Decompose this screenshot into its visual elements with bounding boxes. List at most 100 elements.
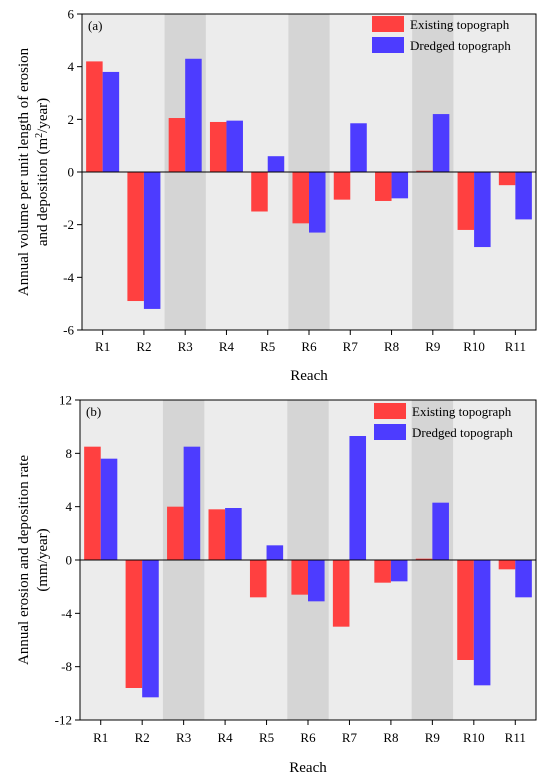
x-tick-label: R9 [425, 730, 440, 745]
y-axis-title-line: (mm/year) [35, 528, 51, 591]
x-tick-label: R7 [343, 339, 359, 354]
chart-panel-1: -6 -4 -2 0 2 4 6 R1 R2 R3 R4 R5 R6 R7 R8 R9 R10 R11 Reach A… [16, 7, 537, 384]
bar-dredged-R10 [474, 172, 491, 248]
bar-existing-R8 [375, 172, 392, 201]
bar-dredged-R8 [391, 172, 409, 199]
legend-label-existing: Existing topograph [410, 17, 510, 32]
bar-dredged-R2 [143, 172, 161, 309]
bar-existing-R10 [457, 172, 475, 230]
bar-existing-R7 [333, 172, 351, 200]
y-tick-label: 0 [68, 165, 75, 180]
y-axis-title: Annual erosion and deposition rate (mm/ye… [16, 455, 51, 665]
y-axis-title-line: Annual erosion and deposition rate [16, 455, 32, 665]
y-tick-label: -4 [61, 606, 72, 621]
x-axis-title: Reach [289, 760, 327, 776]
x-tick-label: R6 [300, 730, 316, 745]
bar-existing-R1 [84, 446, 101, 560]
bar-existing-R10 [457, 560, 474, 660]
y-tick-label: -4 [63, 270, 74, 285]
bar-dredged-R7 [349, 436, 367, 560]
y-tick-label: 6 [68, 7, 75, 22]
panel-label: (a) [88, 18, 102, 33]
bar-dredged-R5 [266, 545, 284, 560]
x-tick-label: R9 [425, 339, 440, 354]
y-tick-label: -2 [63, 217, 74, 232]
bar-dredged-R7 [350, 123, 367, 172]
bar-existing-R11 [498, 560, 516, 570]
bar-existing-R5 [249, 560, 267, 598]
x-tick-label: R4 [218, 730, 234, 745]
legend-label-dredged: Dredged topograph [410, 38, 511, 53]
bar-dredged-R3 [183, 446, 201, 560]
legend-swatch-existing [372, 16, 404, 32]
y-tick-label: 8 [66, 446, 73, 461]
y-tick-label: 4 [66, 499, 73, 514]
bar-existing-R7 [332, 560, 350, 627]
y-tick-label: -12 [55, 713, 72, 728]
y-tick-label: 2 [68, 112, 75, 127]
bar-dredged-R4 [225, 508, 242, 560]
bar-existing-R1 [86, 61, 103, 172]
bar-existing-R9 [416, 170, 433, 172]
bar-dredged-R2 [142, 560, 159, 698]
x-tick-label: R10 [463, 730, 485, 745]
bar-dredged-R11 [515, 172, 532, 220]
bar-existing-R2 [125, 560, 143, 688]
x-tick-label: R8 [384, 339, 399, 354]
legend-swatch-dredged [372, 37, 404, 53]
bar-dredged-R9 [432, 502, 449, 560]
bar-dredged-R6 [308, 560, 325, 602]
bar-dredged-R4 [226, 120, 243, 172]
x-tick-label: R1 [95, 339, 110, 354]
superscript: 2 [34, 133, 45, 138]
x-tick-label: R5 [260, 339, 275, 354]
y-tick-label: 4 [68, 59, 75, 74]
legend-label-existing: Existing topograph [412, 404, 512, 419]
bar-dredged-R1 [100, 458, 118, 560]
y-tick-label: 0 [66, 553, 73, 568]
bar-dredged-R10 [473, 560, 491, 686]
y-tick-label: -6 [63, 323, 74, 338]
bar-existing-R4 [208, 509, 226, 560]
x-tick-label: R1 [93, 730, 108, 745]
bar-dredged-R9 [432, 114, 450, 172]
bar-dredged-R3 [185, 58, 202, 172]
bar-dredged-R8 [390, 560, 408, 582]
bar-dredged-R1 [102, 71, 120, 172]
x-tick-label: R11 [505, 730, 526, 745]
bar-existing-R3 [167, 506, 184, 560]
bar-existing-R2 [127, 172, 144, 302]
bar-dredged-R11 [515, 560, 532, 598]
x-tick-label: R10 [463, 339, 485, 354]
bar-existing-R3 [168, 118, 186, 172]
legend-label-dredged: Dredged topograph [412, 425, 513, 440]
x-tick-label: R11 [505, 339, 526, 354]
x-axis-title: Reach [290, 368, 328, 384]
bar-existing-R5 [251, 172, 268, 212]
bar-existing-R6 [292, 172, 309, 224]
bar-dredged-R5 [267, 156, 285, 172]
x-tick-label: R3 [178, 339, 193, 354]
y-axis-title-line: Annual volume per unit length of erosion [16, 47, 32, 296]
x-tick-label: R5 [259, 730, 274, 745]
x-tick-label: R2 [135, 730, 150, 745]
bar-existing-R9 [415, 558, 433, 560]
x-tick-label: R6 [301, 339, 317, 354]
bar-dredged-R6 [309, 172, 326, 233]
legend-swatch-existing [374, 403, 406, 419]
y-tick-label: -8 [61, 659, 72, 674]
x-tick-label: R8 [383, 730, 398, 745]
x-tick-label: R2 [136, 339, 151, 354]
x-tick-label: R7 [342, 730, 358, 745]
y-axis-title-line: and deposition (m2/year) [34, 98, 52, 246]
bar-existing-R11 [498, 172, 516, 186]
panel-label: (b) [86, 404, 101, 419]
bar-existing-R4 [209, 121, 227, 172]
legend-swatch-dredged [374, 424, 406, 440]
y-tick-label: 12 [59, 393, 72, 408]
x-tick-label: R3 [176, 730, 191, 745]
bar-existing-R8 [374, 560, 391, 583]
bar-existing-R6 [291, 560, 308, 595]
chart-panel-2: -12 -8 -4 0 4 8 12 R1 R2 R3 R4 R5 R6 R7 R8 R9 R10 R11 Reac… [16, 393, 537, 776]
